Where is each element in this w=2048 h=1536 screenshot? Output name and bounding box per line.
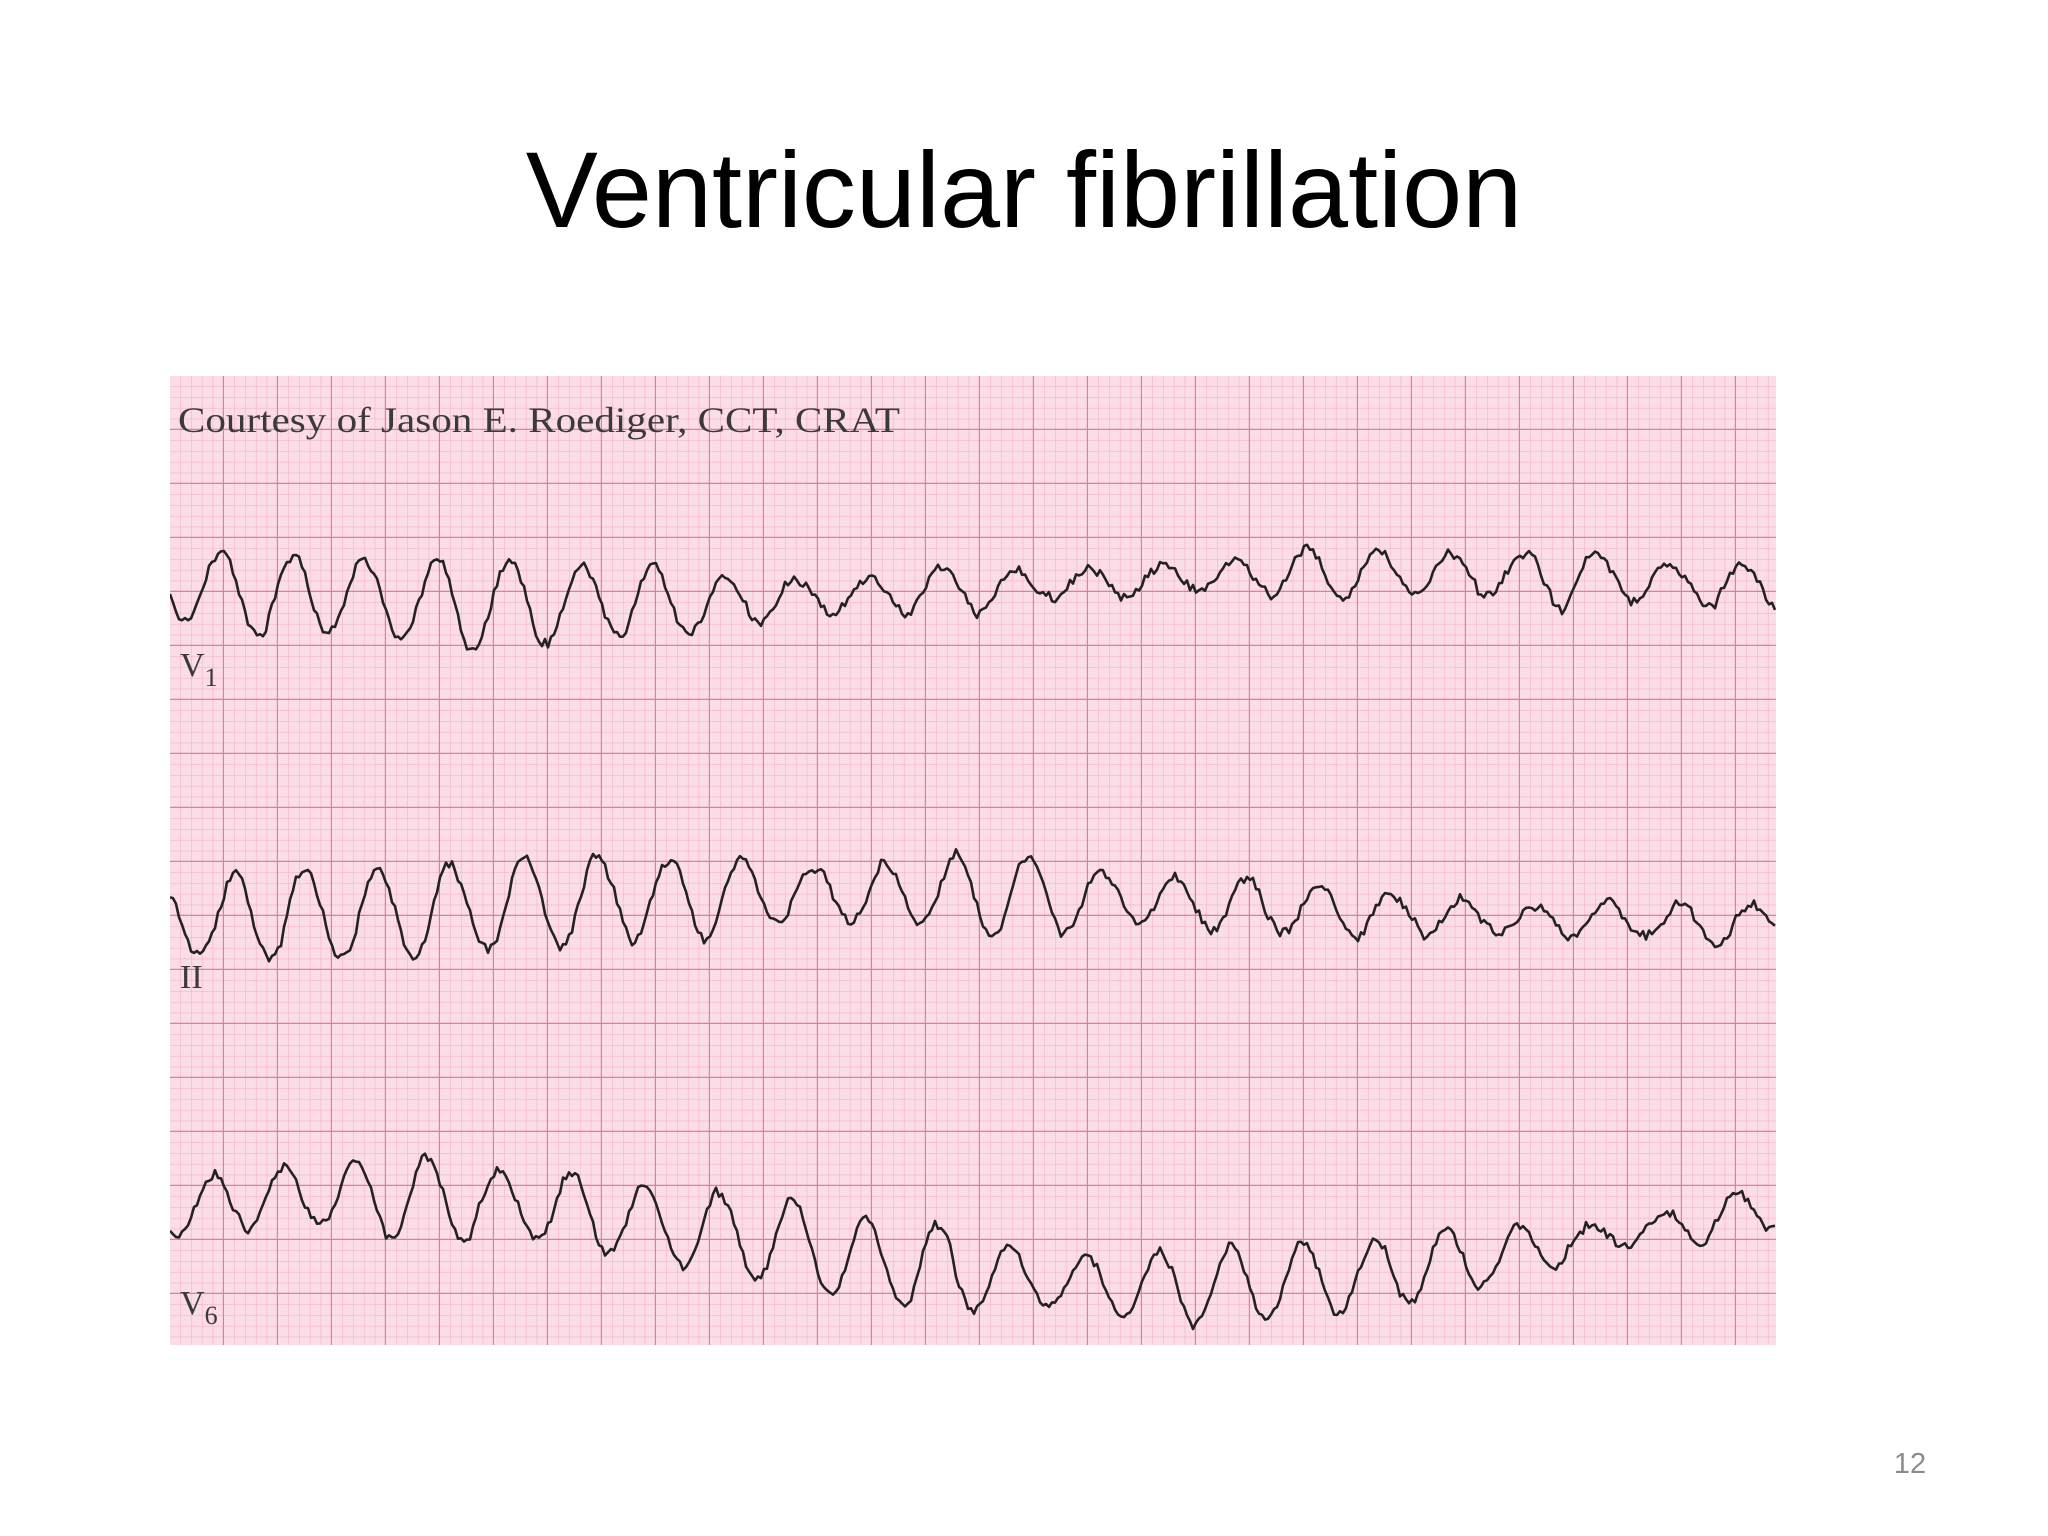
lead-sub: 1 [205,663,218,692]
lead-label: V6 [180,1285,218,1330]
lead-label: II [180,959,203,996]
ecg-trace [170,543,1776,651]
ecg-strip: Courtesy of Jason E. Roediger, CCT, CRAT… [170,376,1776,1345]
ecg-trace [170,1152,1776,1331]
lead-sub: 6 [205,1301,218,1330]
slide-title: Ventricular fibrillation [525,129,1523,250]
lead-label: V1 [180,647,218,692]
ecg-credit: Courtesy of Jason E. Roediger, CCT, CRAT [178,400,900,440]
ecg-traces [170,543,1776,1331]
lead-name: V [180,647,205,684]
lead-name: V [180,1285,205,1322]
ecg-trace [170,848,1776,963]
lead-name: II [180,959,203,996]
ecg-grid [170,376,1776,1345]
page-number: 12 [1893,1448,1927,1480]
